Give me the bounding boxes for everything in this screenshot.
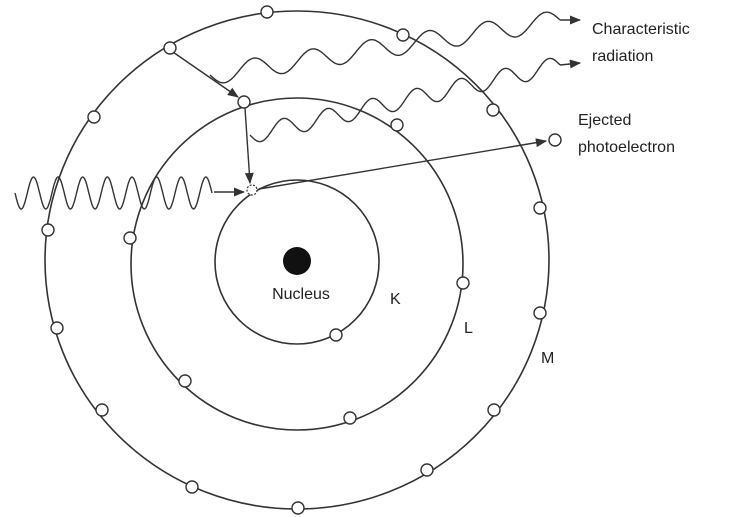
- k-shell: [214, 179, 380, 345]
- transition-arrow: [169, 49, 239, 98]
- electron: [396, 28, 410, 42]
- ejected-electron: [548, 133, 562, 147]
- electron: [87, 110, 101, 124]
- electron: [178, 374, 192, 388]
- wave: [209, 11, 561, 84]
- photoelectron-path: [258, 138, 548, 190]
- electron: [420, 463, 434, 477]
- electron: [390, 118, 404, 132]
- electron: [291, 501, 305, 515]
- electron: [237, 95, 251, 109]
- wave-arrow: [559, 59, 582, 69]
- electron: [123, 231, 137, 245]
- electron: [486, 103, 500, 117]
- electron: [343, 411, 357, 425]
- electron: [533, 306, 547, 320]
- electron: [185, 480, 199, 494]
- vacancy: [246, 184, 258, 196]
- l-shell: [130, 97, 464, 431]
- shell-label: L: [464, 320, 473, 337]
- electron: [487, 403, 501, 417]
- electron: [456, 276, 470, 290]
- label: photoelectron: [578, 139, 675, 156]
- electron: [41, 223, 55, 237]
- electron: [163, 41, 177, 55]
- shell-label: M: [541, 350, 554, 367]
- electron: [50, 321, 64, 335]
- electron: [533, 201, 547, 215]
- electron: [260, 5, 274, 19]
- nucleus-label: Nucleus: [272, 286, 330, 303]
- label: Characteristic: [592, 21, 690, 38]
- label: radiation: [592, 48, 653, 65]
- wave: [249, 57, 561, 143]
- electron: [329, 328, 343, 342]
- transition-arrow: [244, 107, 254, 185]
- nucleus: [283, 247, 311, 275]
- shell-label: K: [390, 291, 401, 308]
- wave: [14, 176, 213, 210]
- label: Ejected: [578, 112, 631, 129]
- electron: [95, 403, 109, 417]
